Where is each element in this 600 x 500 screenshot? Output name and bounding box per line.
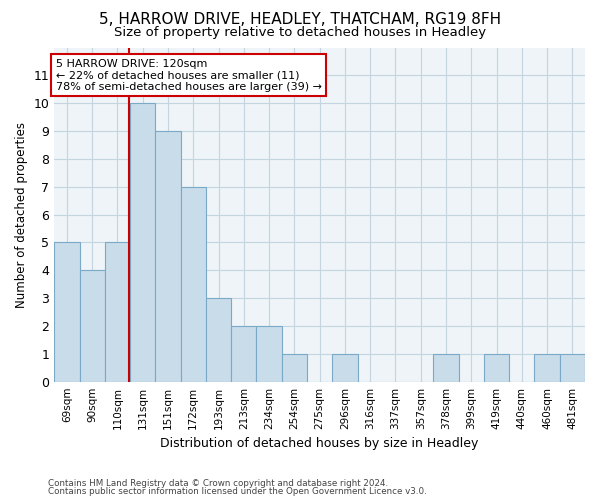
Bar: [54, 242, 80, 382]
Bar: [433, 354, 458, 382]
Text: Contains HM Land Registry data © Crown copyright and database right 2024.: Contains HM Land Registry data © Crown c…: [48, 478, 388, 488]
Bar: [130, 103, 155, 382]
Y-axis label: Number of detached properties: Number of detached properties: [15, 122, 28, 308]
Text: 5 HARROW DRIVE: 120sqm
← 22% of detached houses are smaller (11)
78% of semi-det: 5 HARROW DRIVE: 120sqm ← 22% of detached…: [56, 58, 322, 92]
Text: Contains public sector information licensed under the Open Government Licence v3: Contains public sector information licen…: [48, 487, 427, 496]
Bar: [332, 354, 358, 382]
Text: 5, HARROW DRIVE, HEADLEY, THATCHAM, RG19 8FH: 5, HARROW DRIVE, HEADLEY, THATCHAM, RG19…: [99, 12, 501, 28]
Bar: [256, 326, 282, 382]
Bar: [181, 186, 206, 382]
Bar: [535, 354, 560, 382]
Bar: [484, 354, 509, 382]
Bar: [155, 131, 181, 382]
Bar: [105, 242, 130, 382]
Bar: [80, 270, 105, 382]
Bar: [282, 354, 307, 382]
Bar: [231, 326, 256, 382]
Bar: [560, 354, 585, 382]
Text: Size of property relative to detached houses in Headley: Size of property relative to detached ho…: [114, 26, 486, 39]
Bar: [206, 298, 231, 382]
X-axis label: Distribution of detached houses by size in Headley: Distribution of detached houses by size …: [160, 437, 479, 450]
